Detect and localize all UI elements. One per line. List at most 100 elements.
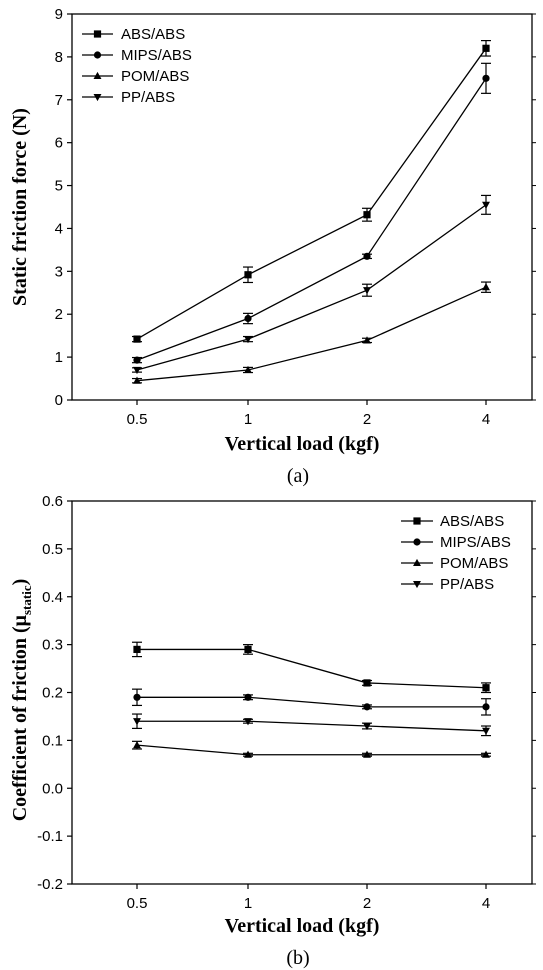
y-tick-label: 4 — [55, 220, 63, 237]
y-tick-label: 9 — [55, 6, 63, 23]
legend-label: MIPS/ABS — [121, 47, 192, 64]
legend-item: ABS/ABS — [82, 26, 185, 43]
y-axis-title-b-close: ) — [9, 579, 31, 586]
data-point — [133, 645, 141, 654]
y-tick-label: 0.2 — [42, 685, 63, 702]
legend-label: ABS/ABS — [121, 26, 185, 43]
x-axis-title-b: Vertical load (kgf) — [225, 915, 380, 937]
x-tick-label: 4 — [482, 411, 490, 428]
data-point — [363, 722, 371, 731]
plot-frame-a — [71, 13, 533, 401]
series-group-b — [132, 641, 491, 758]
data-point — [244, 336, 252, 344]
y-tick-label: 2 — [55, 306, 63, 323]
y-axis-title-b: Coefficient of friction (μstatic) — [9, 579, 34, 822]
legend-item: PP/ABS — [82, 89, 175, 106]
series-line — [136, 204, 487, 371]
data-point — [133, 356, 141, 364]
y-axis-title-b-sub: static — [19, 585, 34, 615]
legend-marker — [413, 538, 421, 546]
series-line — [136, 77, 487, 361]
series-line — [137, 720, 487, 732]
data-point — [482, 74, 490, 82]
data-point — [244, 365, 252, 374]
data-point — [133, 718, 141, 726]
legend-marker — [93, 93, 102, 102]
legend-marker — [93, 71, 102, 80]
y-tick-label: 0 — [55, 392, 63, 409]
legend-marker — [93, 51, 102, 59]
legend-label: POM/ABS — [440, 555, 508, 572]
y-tick-label: 0.6 — [42, 493, 63, 510]
x-ticks-b: 0.5 1 2 4 — [127, 884, 490, 912]
x-tick-label: 1 — [244, 411, 252, 428]
data-point — [244, 718, 252, 726]
legend-b: ABS/ABS MIPS/ABS POM/ABS PP/ABS — [401, 513, 511, 593]
data-point — [363, 252, 371, 260]
y-tick-label: 8 — [55, 49, 63, 66]
legend-a: ABS/ABS MIPS/ABS POM/ABS PP/ABS — [82, 26, 192, 106]
series-mips-abs — [132, 62, 491, 364]
chart-b: -0.2 -0.1 0.0 0.1 0.2 0.3 0.4 0.5 0.6 0.5 1 2 4 ABS… — [9, 493, 536, 969]
legend-item: ABS/ABS — [401, 513, 504, 530]
data-point — [244, 271, 252, 279]
series-pom-abs — [132, 281, 491, 384]
data-point — [363, 750, 371, 758]
legend-marker — [93, 30, 102, 38]
panel-label-b: (b) — [286, 947, 309, 969]
y-tick-label: 0.1 — [42, 732, 63, 749]
series-line — [136, 47, 487, 340]
data-point — [482, 44, 490, 52]
series-line — [136, 286, 487, 382]
data-point — [482, 283, 490, 291]
data-point — [244, 645, 252, 654]
legend-marker — [413, 580, 421, 589]
y-ticks-a: 0 1 2 3 4 5 6 7 8 9 — [55, 6, 536, 409]
chart-a: 0 1 2 3 4 5 6 7 8 9 0.5 1 2 4 ABS/ABS MIPS/ABS POM/ABS… — [9, 6, 536, 487]
y-axis-title-a: Static friction force (N) — [9, 108, 31, 306]
legend-item: POM/ABS — [401, 555, 508, 572]
legend-label: PP/ABS — [440, 576, 494, 593]
y-tick-label: -0.2 — [37, 876, 63, 893]
data-point — [133, 335, 141, 343]
y-tick-label: 3 — [55, 263, 63, 280]
x-tick-label: 0.5 — [127, 895, 148, 912]
x-ticks-a: 0.5 1 2 4 — [127, 400, 490, 428]
y-tick-label: 0.0 — [42, 780, 63, 797]
legend-marker — [413, 558, 421, 567]
legend-item: POM/ABS — [82, 68, 189, 85]
legend-item: PP/ABS — [401, 576, 494, 593]
series-pp-abs — [132, 194, 491, 375]
data-point — [133, 376, 141, 384]
series-group-a — [132, 39, 491, 384]
data-point — [133, 693, 141, 701]
data-point — [244, 693, 252, 701]
y-ticks-b: -0.2 -0.1 0.0 0.1 0.2 0.3 0.4 0.5 0.6 — [37, 493, 536, 893]
data-point — [244, 750, 252, 758]
x-tick-label: 0.5 — [127, 411, 148, 428]
y-tick-label: -0.1 — [37, 828, 63, 845]
series-abs-abs — [132, 641, 491, 694]
x-tick-label: 4 — [482, 895, 490, 912]
data-point — [482, 703, 490, 711]
data-point — [363, 703, 371, 711]
series-abs-abs — [132, 39, 491, 343]
data-point — [482, 201, 490, 209]
series-line — [137, 696, 486, 708]
legend-label: MIPS/ABS — [440, 534, 511, 551]
series-line — [136, 744, 486, 756]
data-point — [133, 741, 141, 749]
x-axis-title-a: Vertical load (kgf) — [225, 433, 380, 455]
data-point — [482, 684, 490, 692]
x-tick-label: 2 — [363, 411, 371, 428]
data-point — [363, 679, 371, 687]
y-tick-label: 6 — [55, 135, 63, 152]
data-point — [133, 366, 141, 375]
y-tick-label: 7 — [55, 92, 63, 109]
data-point — [244, 314, 252, 323]
legend-label: POM/ABS — [121, 68, 189, 85]
data-point — [363, 287, 371, 295]
data-point — [363, 336, 371, 344]
x-tick-label: 1 — [244, 895, 252, 912]
